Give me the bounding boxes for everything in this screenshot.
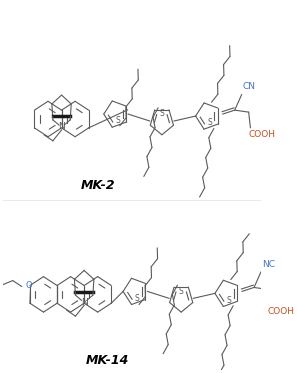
Text: S: S [159,109,164,118]
Text: MK-14: MK-14 [86,354,129,367]
Text: N: N [58,122,65,132]
Text: COOH: COOH [268,307,295,316]
Text: O: O [26,281,32,290]
Text: S: S [116,116,120,125]
Text: CN: CN [243,82,256,91]
Text: MK-2: MK-2 [81,179,116,191]
Text: S: S [207,118,212,128]
Text: S: S [227,296,231,305]
Text: COOH: COOH [249,130,276,139]
Text: S: S [135,294,140,303]
Text: NC: NC [262,260,275,269]
Text: N: N [81,298,88,307]
Text: S: S [179,286,184,296]
